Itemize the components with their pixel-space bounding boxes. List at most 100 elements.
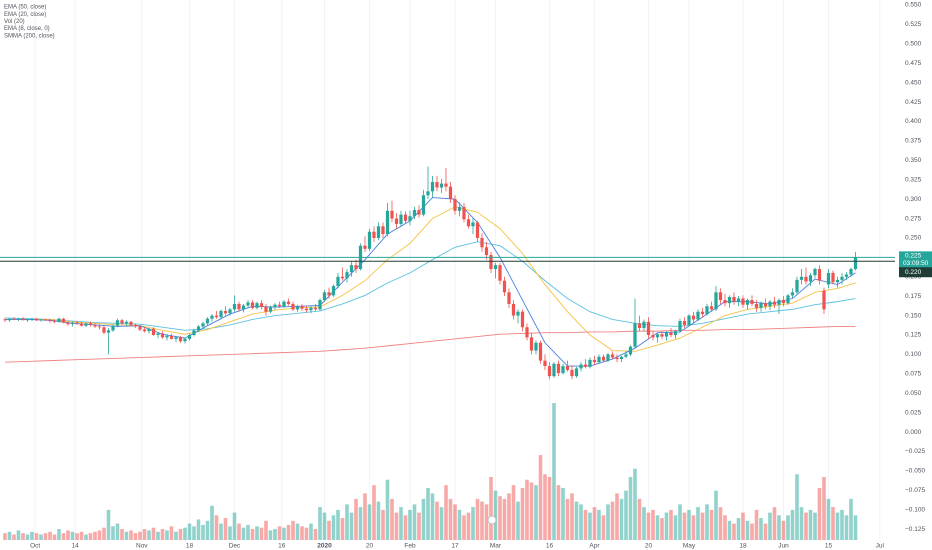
candle-body [669, 332, 673, 336]
candle-body [655, 334, 660, 338]
volume-bar [813, 512, 817, 540]
volume-bar [853, 515, 858, 540]
candle-body [435, 182, 439, 188]
candle-body [129, 321, 133, 325]
candle-body [106, 330, 111, 333]
volume-bar [772, 507, 777, 540]
volume-bar [210, 505, 214, 540]
candle-body [682, 321, 687, 325]
candle-body [282, 301, 286, 307]
candle-body [628, 346, 633, 355]
volume-bar [534, 485, 538, 540]
candle-body [241, 305, 246, 310]
volume-bar [601, 515, 606, 540]
candle-body [39, 319, 43, 321]
volume-bar [214, 515, 219, 540]
volume-bar [556, 485, 561, 540]
volume-bar [57, 529, 61, 540]
candle-body [529, 337, 534, 351]
volume-bar [750, 523, 754, 540]
volume-bar [493, 490, 498, 540]
volume-bar [529, 482, 534, 540]
y-tick-label: 0.250 [905, 235, 922, 242]
candle-body [777, 300, 781, 305]
candle-body [660, 334, 664, 337]
volume-bar [799, 507, 804, 540]
volume-bar [718, 507, 723, 540]
y-tick-label: 0.275 [905, 215, 922, 222]
volume-bar [97, 530, 102, 540]
volume-bar [241, 527, 246, 540]
candle-body [16, 318, 21, 320]
candle-body [381, 226, 385, 235]
volume-bar [264, 520, 268, 540]
event-marker[interactable] [487, 515, 497, 525]
candle-body [466, 219, 471, 227]
candle-body [331, 286, 336, 296]
candle-body [169, 335, 174, 339]
volume-bar [484, 504, 489, 540]
volume-bar [30, 531, 34, 540]
y-tick-label: 0.050 [905, 390, 922, 397]
y-tick-label: −0.125 [905, 526, 925, 533]
volume-bar [165, 530, 169, 540]
x-tick-label: Dec [229, 543, 241, 550]
volume-bar [511, 485, 516, 540]
volume-bar [669, 509, 673, 540]
candle-body [579, 364, 583, 369]
candle-body [804, 276, 808, 282]
volume-bar [7, 531, 12, 540]
indicator-lines [4, 197, 856, 367]
candle-body [610, 354, 615, 358]
volume-bar [795, 474, 799, 540]
price-label: 0.220 [905, 269, 922, 276]
candle-body [786, 295, 790, 304]
candle-body [124, 321, 129, 324]
y-tick-label: 0.325 [905, 176, 922, 183]
volume-bar [151, 527, 156, 540]
candle-body [250, 302, 255, 308]
volume-bar [232, 512, 237, 540]
price-label: 0.225 [905, 253, 922, 260]
volume-bar [219, 523, 223, 540]
y-tick-label: 0.150 [905, 312, 922, 319]
volume-bar [462, 515, 466, 540]
candle-body [390, 210, 394, 219]
x-tick-label: 15 [825, 543, 833, 550]
x-tick-label: 2020 [317, 543, 332, 550]
volume-bar [763, 523, 768, 540]
volume-bar [583, 509, 588, 540]
candle-body [840, 276, 844, 280]
candle-body [754, 303, 759, 308]
candle-body [34, 318, 39, 321]
volume-bar [678, 504, 682, 540]
volume-bar [156, 531, 160, 540]
candle-body [219, 310, 223, 318]
candle-body [426, 191, 430, 196]
candle-body [385, 210, 390, 235]
candle-body [88, 323, 93, 325]
candle-body [232, 303, 237, 310]
candle-body [345, 272, 349, 279]
y-tick-label: 0.000 [905, 429, 922, 436]
x-tick-label: 18 [739, 543, 747, 550]
volume-bar [255, 526, 259, 540]
volume-bar [592, 507, 597, 540]
volume-bar [489, 476, 493, 540]
volume-bar [75, 533, 79, 540]
y-tick-label: 0.475 [905, 60, 922, 67]
volume-bar [682, 512, 687, 540]
volume-bar [70, 531, 75, 540]
candle-body [313, 307, 318, 310]
candle-body [178, 337, 183, 342]
candle-body [111, 325, 115, 331]
volume-bar [741, 512, 745, 540]
volume-bar [120, 529, 124, 540]
y-tick-label: 0.075 [905, 371, 922, 378]
candle-body [286, 301, 291, 304]
x-tick-label: 18 [186, 543, 194, 550]
volume-bar [43, 533, 48, 540]
candle-body [691, 315, 696, 320]
y-tick-label: 0.350 [905, 157, 922, 164]
volume-bar [142, 529, 147, 540]
